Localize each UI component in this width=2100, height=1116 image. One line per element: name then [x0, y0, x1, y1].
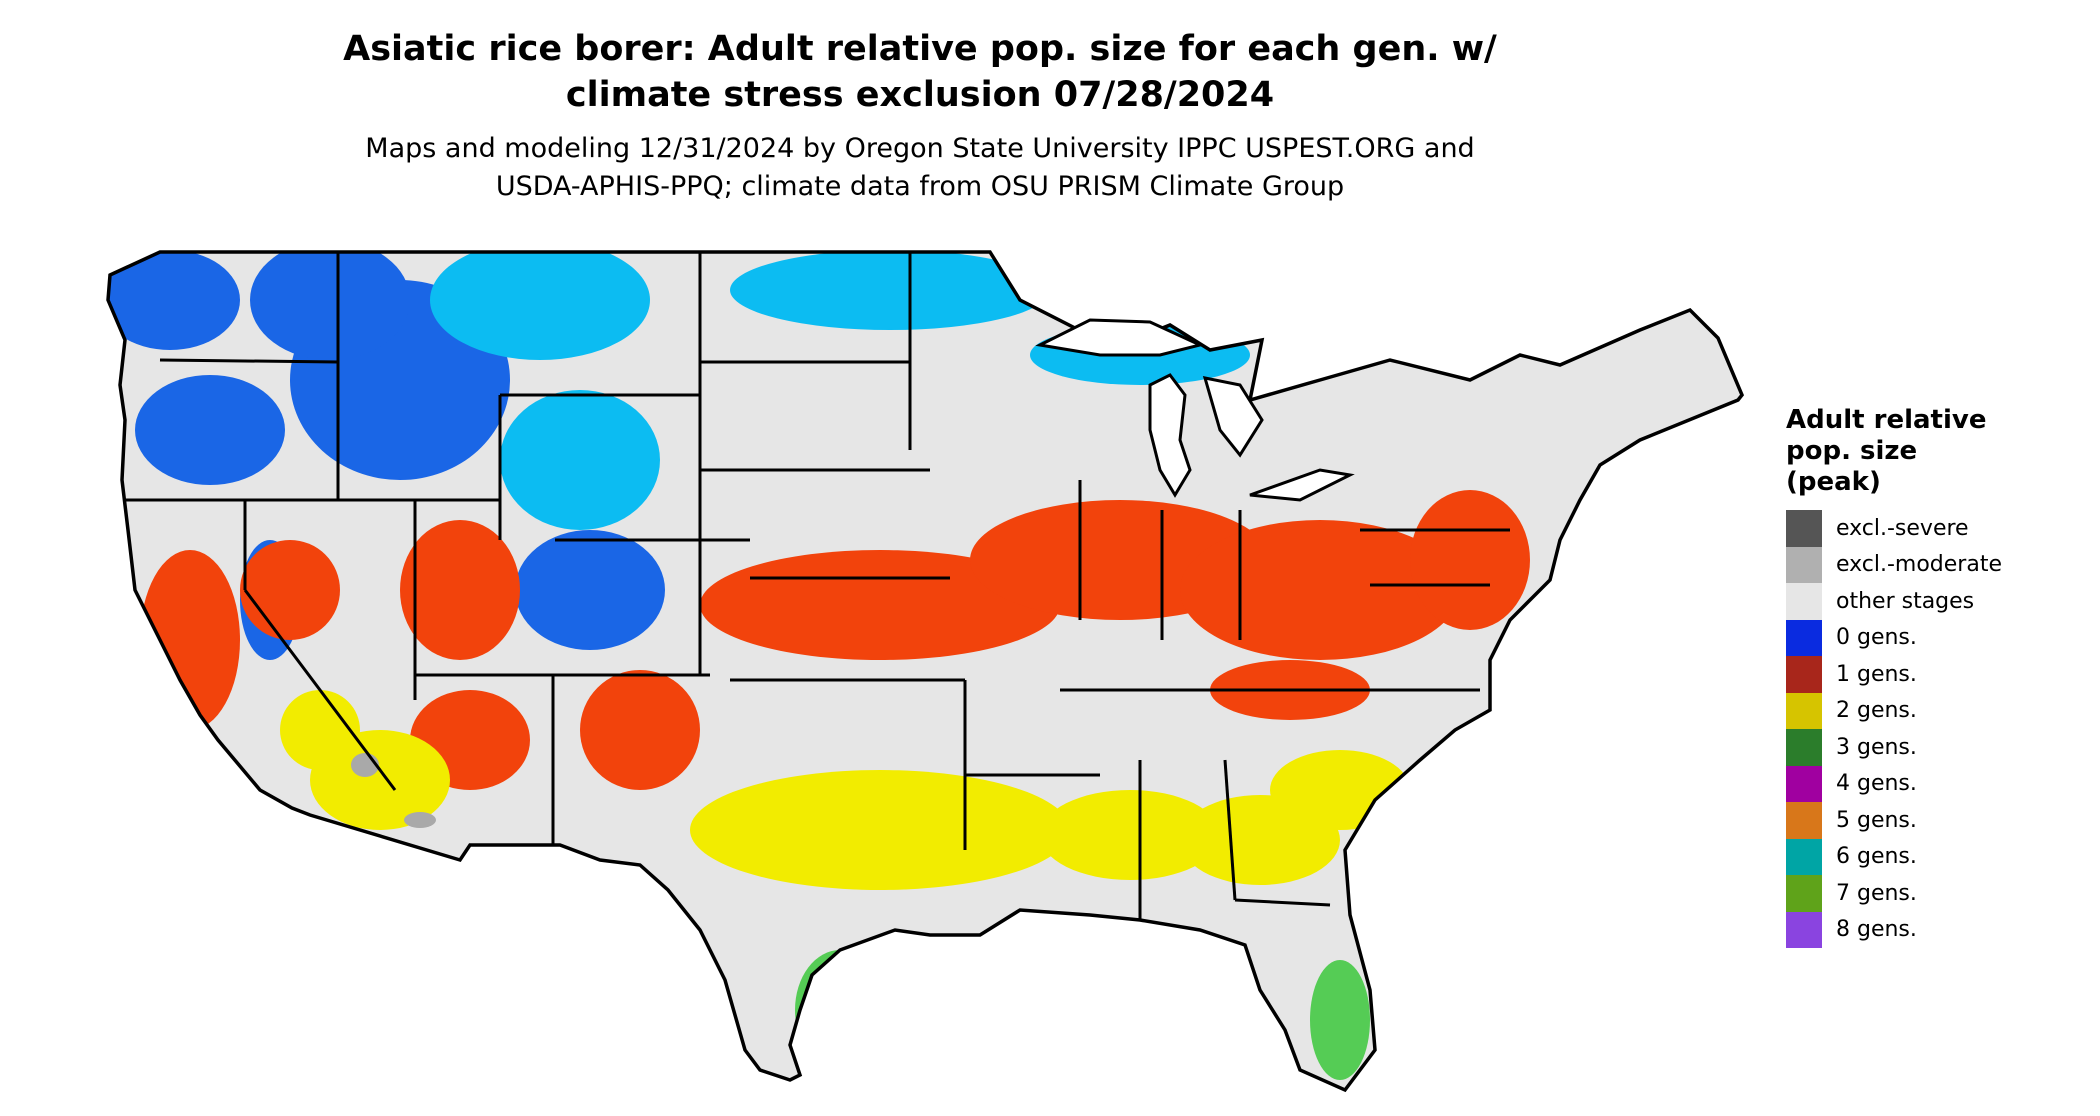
legend-item: 8 gens.	[1786, 911, 2086, 948]
legend-swatch	[1786, 911, 1822, 948]
legend-title: Adult relative pop. size (peak)	[1786, 405, 2086, 498]
region-1-gen-mid-atlantic	[1410, 490, 1530, 630]
region-light-wyoming	[500, 390, 660, 530]
region-2-gens-texas-oklahoma	[690, 770, 1070, 890]
region-0-gens-oregon	[135, 375, 285, 485]
two-gen-regions	[280, 690, 1410, 890]
legend-label: 8 gens.	[1836, 917, 1917, 943]
legend-label: excl.-severe	[1836, 515, 1969, 541]
legend-label: other stages	[1836, 588, 1975, 614]
legend-label: 7 gens.	[1836, 880, 1917, 906]
state-borders	[125, 252, 1510, 920]
legend: Adult relative pop. size (peak) excl.-se…	[1786, 405, 2086, 948]
legend-item: excl.-moderate	[1786, 546, 2086, 583]
legend-item: excl.-severe	[1786, 510, 2086, 547]
lake-michigan	[1148, 373, 1192, 498]
border-wa-or	[159, 358, 339, 364]
region-1-gen-california	[140, 550, 240, 730]
title-line-2: climate stress exclusion 07/28/2024	[565, 75, 1275, 115]
region-2-gens-louisiana-mississippi	[1040, 790, 1220, 880]
region-0-gens-montana-west	[250, 252, 410, 360]
legend-item: 3 gens.	[1786, 729, 2086, 766]
legend-label: excl.-moderate	[1836, 552, 2002, 578]
legend-item: 4 gens.	[1786, 765, 2086, 802]
legend-label: 3 gens.	[1836, 734, 1917, 760]
zero-gen-regions	[108, 252, 665, 660]
legend-swatch	[1786, 729, 1822, 766]
region-2-gens-carolinas	[1270, 750, 1410, 830]
legend-swatch	[1786, 692, 1822, 729]
region-2-gens-southern-california	[280, 690, 360, 770]
region-light-north-dakota	[730, 252, 1050, 330]
lake-huron	[1202, 376, 1264, 458]
legend-label: 6 gens.	[1836, 844, 1917, 870]
us-outline	[106, 250, 1745, 1093]
legend-label: 2 gens.	[1836, 698, 1917, 724]
title-line-1: Asiatic rice borer: Adult relative pop. …	[343, 29, 1497, 69]
legend-swatch	[1786, 583, 1822, 620]
legend-item: 6 gens.	[1786, 838, 2086, 875]
legend-swatch	[1786, 765, 1822, 802]
region-excluded-yuma	[404, 812, 436, 828]
legend-label: 0 gens.	[1836, 625, 1917, 651]
legend-label: 1 gens.	[1836, 661, 1917, 687]
map-title: Asiatic rice borer: Adult relative pop. …	[150, 26, 1690, 118]
region-1-gen-ohio-valley	[1180, 520, 1460, 660]
map-subtitle: Maps and modeling 12/31/2024 by Oregon S…	[150, 130, 1690, 206]
legend-item: 1 gens.	[1786, 656, 2086, 693]
region-light-montana	[430, 252, 650, 360]
legend-label: 5 gens.	[1836, 807, 1917, 833]
legend-title-line-3: (peak)	[1786, 467, 1881, 497]
legend-swatch	[1786, 546, 1822, 583]
legend-swatch	[1786, 656, 1822, 693]
legend-swatch	[1786, 802, 1822, 839]
subtitle-line-2: USDA-APHIS-PPQ; climate data from OSU PR…	[495, 171, 1345, 202]
legend-label: 4 gens.	[1836, 771, 1917, 797]
legend-item: 0 gens.	[1786, 619, 2086, 656]
legend-swatch	[1786, 619, 1822, 656]
border-al-ga	[1223, 759, 1237, 901]
region-3-gens-south-texas	[795, 950, 885, 1070]
region-0-gens-northwest	[108, 252, 240, 350]
legend-swatch	[1786, 838, 1822, 875]
map-fill-layer	[108, 252, 1742, 1090]
lake-superior	[1035, 318, 1205, 357]
legend-item: 2 gens.	[1786, 692, 2086, 729]
region-1-gen-nevada	[240, 540, 340, 640]
region-0-gens-colorado	[515, 530, 665, 650]
legend-items: excl.-severe excl.-moderate other stages 0 …	[1786, 510, 2086, 948]
region-1-gen-new-mexico	[580, 670, 700, 790]
legend-item: 7 gens.	[1786, 875, 2086, 912]
legend-item: 5 gens.	[1786, 802, 2086, 839]
lake-erie	[1249, 468, 1355, 502]
border-ga-fl	[1234, 898, 1331, 907]
subtitle-line-1: Maps and modeling 12/31/2024 by Oregon S…	[365, 133, 1475, 164]
legend-swatch	[1786, 510, 1822, 547]
legend-item: other stages	[1786, 583, 2086, 620]
legend-title-line-2: pop. size	[1786, 436, 1918, 466]
region-1-gen-utah	[400, 520, 520, 660]
region-3-gens-florida	[1310, 960, 1370, 1080]
legend-title-line-1: Adult relative	[1786, 405, 1987, 435]
legend-swatch	[1786, 875, 1822, 912]
border-ca-nv-diagonal	[243, 589, 397, 791]
